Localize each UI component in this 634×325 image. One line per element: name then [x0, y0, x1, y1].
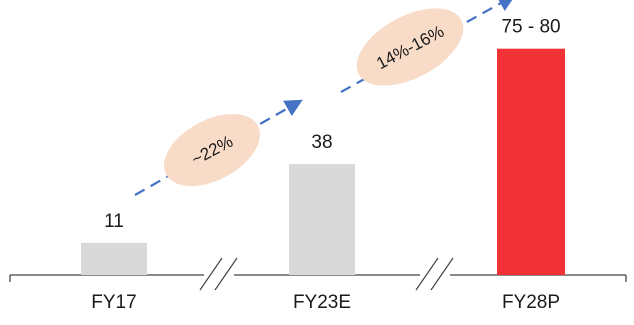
value-label-fy17: 11: [104, 211, 124, 232]
category-label-fy28p: FY28P: [502, 292, 560, 313]
value-label-fy28p: 75 - 80: [501, 17, 560, 38]
axis-break-1: [199, 257, 238, 291]
bar-fy17: [81, 242, 147, 275]
category-label-fy17: FY17: [91, 292, 136, 313]
bar-fy28p: [497, 48, 565, 276]
bar-fy23e: [289, 164, 355, 275]
value-label-fy23e: 38: [311, 132, 332, 153]
axis-break-2: [415, 257, 454, 291]
growth-bubble-1: ~22%: [163, 113, 261, 187]
category-label-fy23e: FY23E: [293, 292, 351, 313]
growth-bubble-2: 14%-16%: [356, 8, 464, 86]
